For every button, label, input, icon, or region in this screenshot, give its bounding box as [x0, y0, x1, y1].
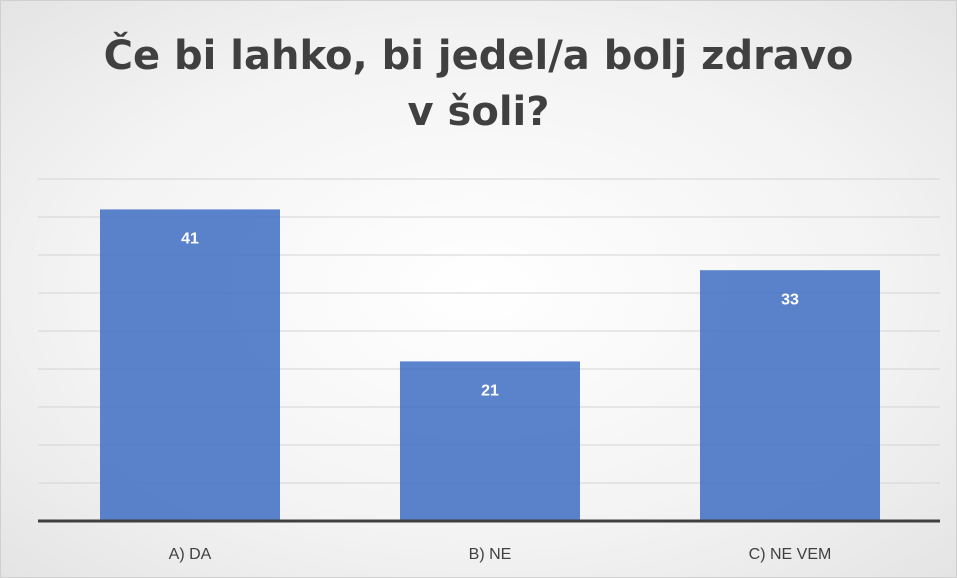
x-tick-label: A) DA [169, 546, 212, 563]
bar [100, 209, 280, 521]
data-label: 41 [181, 231, 199, 248]
x-tick-label: C) NE VEM [749, 546, 832, 563]
data-label: 33 [781, 291, 799, 308]
bar [700, 270, 880, 521]
bar [400, 361, 580, 521]
chart-title: Če bi lahko, bi jedel/a bolj zdravo v šo… [103, 33, 854, 135]
data-label: 21 [481, 383, 499, 400]
x-tick-label: B) NE [469, 546, 512, 563]
